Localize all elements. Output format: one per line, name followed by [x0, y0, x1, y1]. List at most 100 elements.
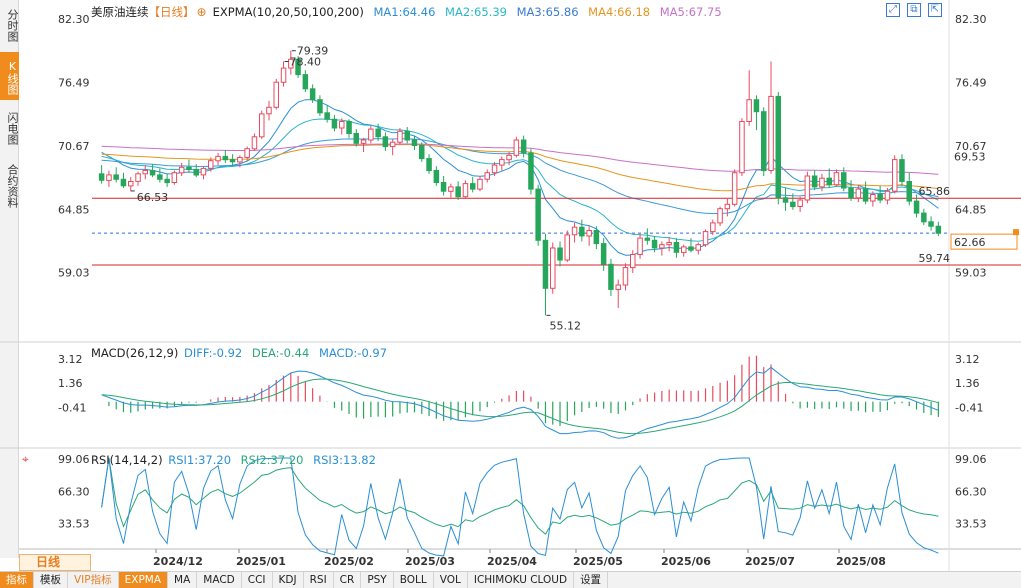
macd-y-tick-left: 1.36 [58, 377, 83, 390]
candle [746, 99, 752, 122]
main-legend: 美原油连续【日线】 ⊕ EXPMA(10,20,50,100,200) MA1:64… [91, 4, 728, 20]
candle [455, 186, 461, 198]
tb-settings[interactable]: 设置 [574, 572, 609, 588]
rsi-name: RSI(14,14,2) [91, 453, 163, 467]
tb-indicator[interactable]: 指标 [0, 572, 34, 588]
candle [462, 183, 469, 198]
candle [884, 190, 891, 201]
candle [499, 159, 505, 166]
tb-ma[interactable]: MA [168, 572, 198, 588]
candle [724, 203, 731, 210]
x-tick-label: 2025/04 [487, 555, 537, 568]
tab-flash-chart[interactable]: 闪电图 [6, 112, 19, 145]
ma5-line [101, 143, 939, 175]
tb-boll[interactable]: BOLL [394, 572, 434, 588]
chart-canvas[interactable]: 82.30 82.30 76.49 76.49 70.67 70.67 64.85 64.85… [0, 0, 1021, 571]
candle [935, 225, 942, 234]
candle [164, 178, 170, 184]
candle [528, 152, 534, 190]
candle [404, 130, 410, 141]
candle [149, 170, 156, 176]
candle [564, 234, 570, 261]
indicator-settings-icon[interactable]: ⊕ [196, 5, 207, 19]
candle [826, 177, 832, 186]
candle [550, 247, 556, 289]
candle [339, 121, 345, 129]
ma3-value: MA3:65.86 [516, 5, 579, 19]
candle [848, 187, 854, 199]
rsi-y-tick-right: 33.53 [955, 518, 987, 531]
fullscreen-icon[interactable]: ⤢ [886, 3, 900, 17]
candle [237, 157, 243, 163]
candle [928, 221, 934, 227]
candle [739, 121, 745, 174]
crosshair-icon[interactable]: ⌖ [22, 452, 29, 466]
tb-template[interactable]: 模板 [34, 572, 68, 588]
period-selector[interactable]: 日线 [19, 554, 91, 571]
y-tick-left: 64.85 [58, 203, 90, 216]
y-tick-right: 59.03 [955, 267, 987, 280]
tb-vol[interactable]: VOL [434, 572, 468, 588]
macd-legend: MACD(26,12,9) DIFF:-0.92 DEA:-0.44 MACD:… [91, 346, 393, 360]
macd-name: MACD(26,12,9) [91, 346, 179, 360]
candle [695, 244, 701, 251]
tb-macd[interactable]: MACD [197, 572, 242, 588]
candle [484, 172, 490, 180]
tb-psy[interactable]: PSY [361, 572, 394, 588]
candle [710, 222, 716, 233]
candle [215, 155, 221, 162]
candle [397, 130, 403, 143]
candle [673, 242, 680, 253]
y-tick-right: 76.49 [955, 76, 987, 89]
tb-kdj[interactable]: KDJ [273, 572, 304, 588]
left-low-label: 66.53 [137, 191, 169, 204]
rsi-y-tick-left: 33.53 [58, 518, 90, 531]
level-label: 65.86 [919, 185, 951, 198]
candle [593, 230, 600, 245]
candle [178, 166, 185, 174]
ma1-line [101, 99, 939, 256]
candle [855, 188, 862, 199]
indicator-toolbar: 指标 模板 VIP指标 EXPMA MA MACD CCI KDJ RSI CR PSY BOLL VO… [0, 571, 1021, 588]
tb-vip-indicator[interactable]: VIP指标 [68, 572, 119, 588]
x-tick-label: 2025/05 [573, 555, 623, 568]
restore-icon[interactable]: ⧉ [907, 3, 921, 17]
tb-cr[interactable]: CR [334, 572, 362, 588]
candle [331, 118, 338, 129]
candle [98, 173, 105, 181]
candle [208, 160, 214, 169]
candle [542, 239, 549, 289]
rsi1-line [101, 457, 939, 535]
candle [579, 226, 585, 237]
candle [448, 186, 454, 192]
rsi3-value: RSI3:13.82 [313, 453, 376, 467]
candle [411, 139, 418, 146]
tab-timeshare[interactable]: 分时图 [6, 9, 19, 42]
candle [637, 237, 643, 256]
expand-icon[interactable]: ⇱ [928, 3, 942, 17]
tb-rsi[interactable]: RSI [304, 572, 334, 588]
candle [761, 111, 767, 172]
candle [419, 145, 425, 160]
candle [433, 170, 440, 183]
high2-label: 78.40 [290, 56, 322, 69]
candle [295, 58, 301, 76]
period-tag: 【日线】 [148, 5, 195, 19]
candle [251, 136, 258, 150]
rsi3-line [101, 457, 939, 557]
tb-expma[interactable]: EXPMA [118, 572, 169, 588]
rsi-y-tick-left: 99.06 [58, 453, 90, 466]
candle [717, 208, 723, 224]
candle [833, 172, 840, 186]
tb-ichimoku[interactable]: ICHIMOKU CLOUD [468, 572, 575, 588]
macd-y-tick-right: -0.41 [955, 401, 983, 414]
tab-contract-info[interactable]: 合约资料 [6, 163, 19, 208]
tab-kline[interactable]: K线图 [0, 52, 19, 100]
tb-cci[interactable]: CCI [242, 572, 273, 588]
y-tick-left: 82.30 [58, 13, 90, 26]
candle [615, 284, 621, 290]
candle [171, 172, 178, 183]
ma5-value: MA5:67.75 [659, 5, 722, 19]
y-tick-right: 82.30 [955, 13, 987, 26]
candle [651, 239, 658, 249]
